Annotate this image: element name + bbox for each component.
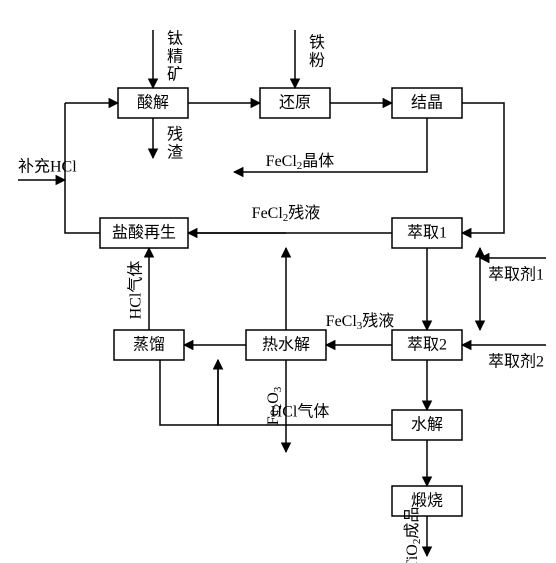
box-label-cryst: 结晶 <box>411 94 443 112</box>
box-label-hothyd: 热水解 <box>262 336 310 354</box>
lbl-supp-hcl: 补充HCl <box>18 158 77 176</box>
lbl-fecl2-cryst: FeCl2晶体 <box>266 152 335 172</box>
box-label-acid: 酸解 <box>137 94 169 112</box>
lbl-ti1: 钛 <box>167 30 183 48</box>
lbl-fecl3-resid: FeCl3残液 <box>326 312 395 332</box>
lbl-fecl2-resid: FeCl2残液 <box>252 204 321 224</box>
box-label-hydro: 水解 <box>411 416 443 434</box>
lbl-fe2: 粉 <box>309 52 325 70</box>
lbl-extr-agent1: 萃取剂1 <box>488 266 544 284</box>
box-label-hclReg: 盐酸再生 <box>112 224 176 242</box>
lbl-hcl-gas-v: HCl气体 <box>127 261 145 320</box>
lbl-tio2: TiO2成品 <box>403 507 423 563</box>
box-label-reduce: 还原 <box>279 94 311 112</box>
lbl-extr-agent2: 萃取剂2 <box>488 353 544 371</box>
box-label-distill: 蒸馏 <box>133 336 165 354</box>
lbl-ti3: 矿 <box>167 66 183 84</box>
lbl-res2: 渣 <box>167 144 183 162</box>
hydro-to-distill-ext <box>160 360 218 425</box>
lbl-hcl-gas-h: HCl气体 <box>271 403 330 421</box>
flowchart: 酸解还原结晶盐酸再生萃取1蒸馏热水解萃取2水解煅烧 钛精矿铁粉残渣FeCl2晶体… <box>0 0 556 563</box>
lbl-res1: 残 <box>167 126 183 144</box>
cryst-to-extr1 <box>462 103 504 233</box>
box-label-extr2: 萃取2 <box>407 336 447 354</box>
lbl-fe1: 铁 <box>309 34 325 52</box>
lbl-ti2: 精 <box>167 48 183 66</box>
box-label-extr1: 萃取1 <box>407 224 447 242</box>
